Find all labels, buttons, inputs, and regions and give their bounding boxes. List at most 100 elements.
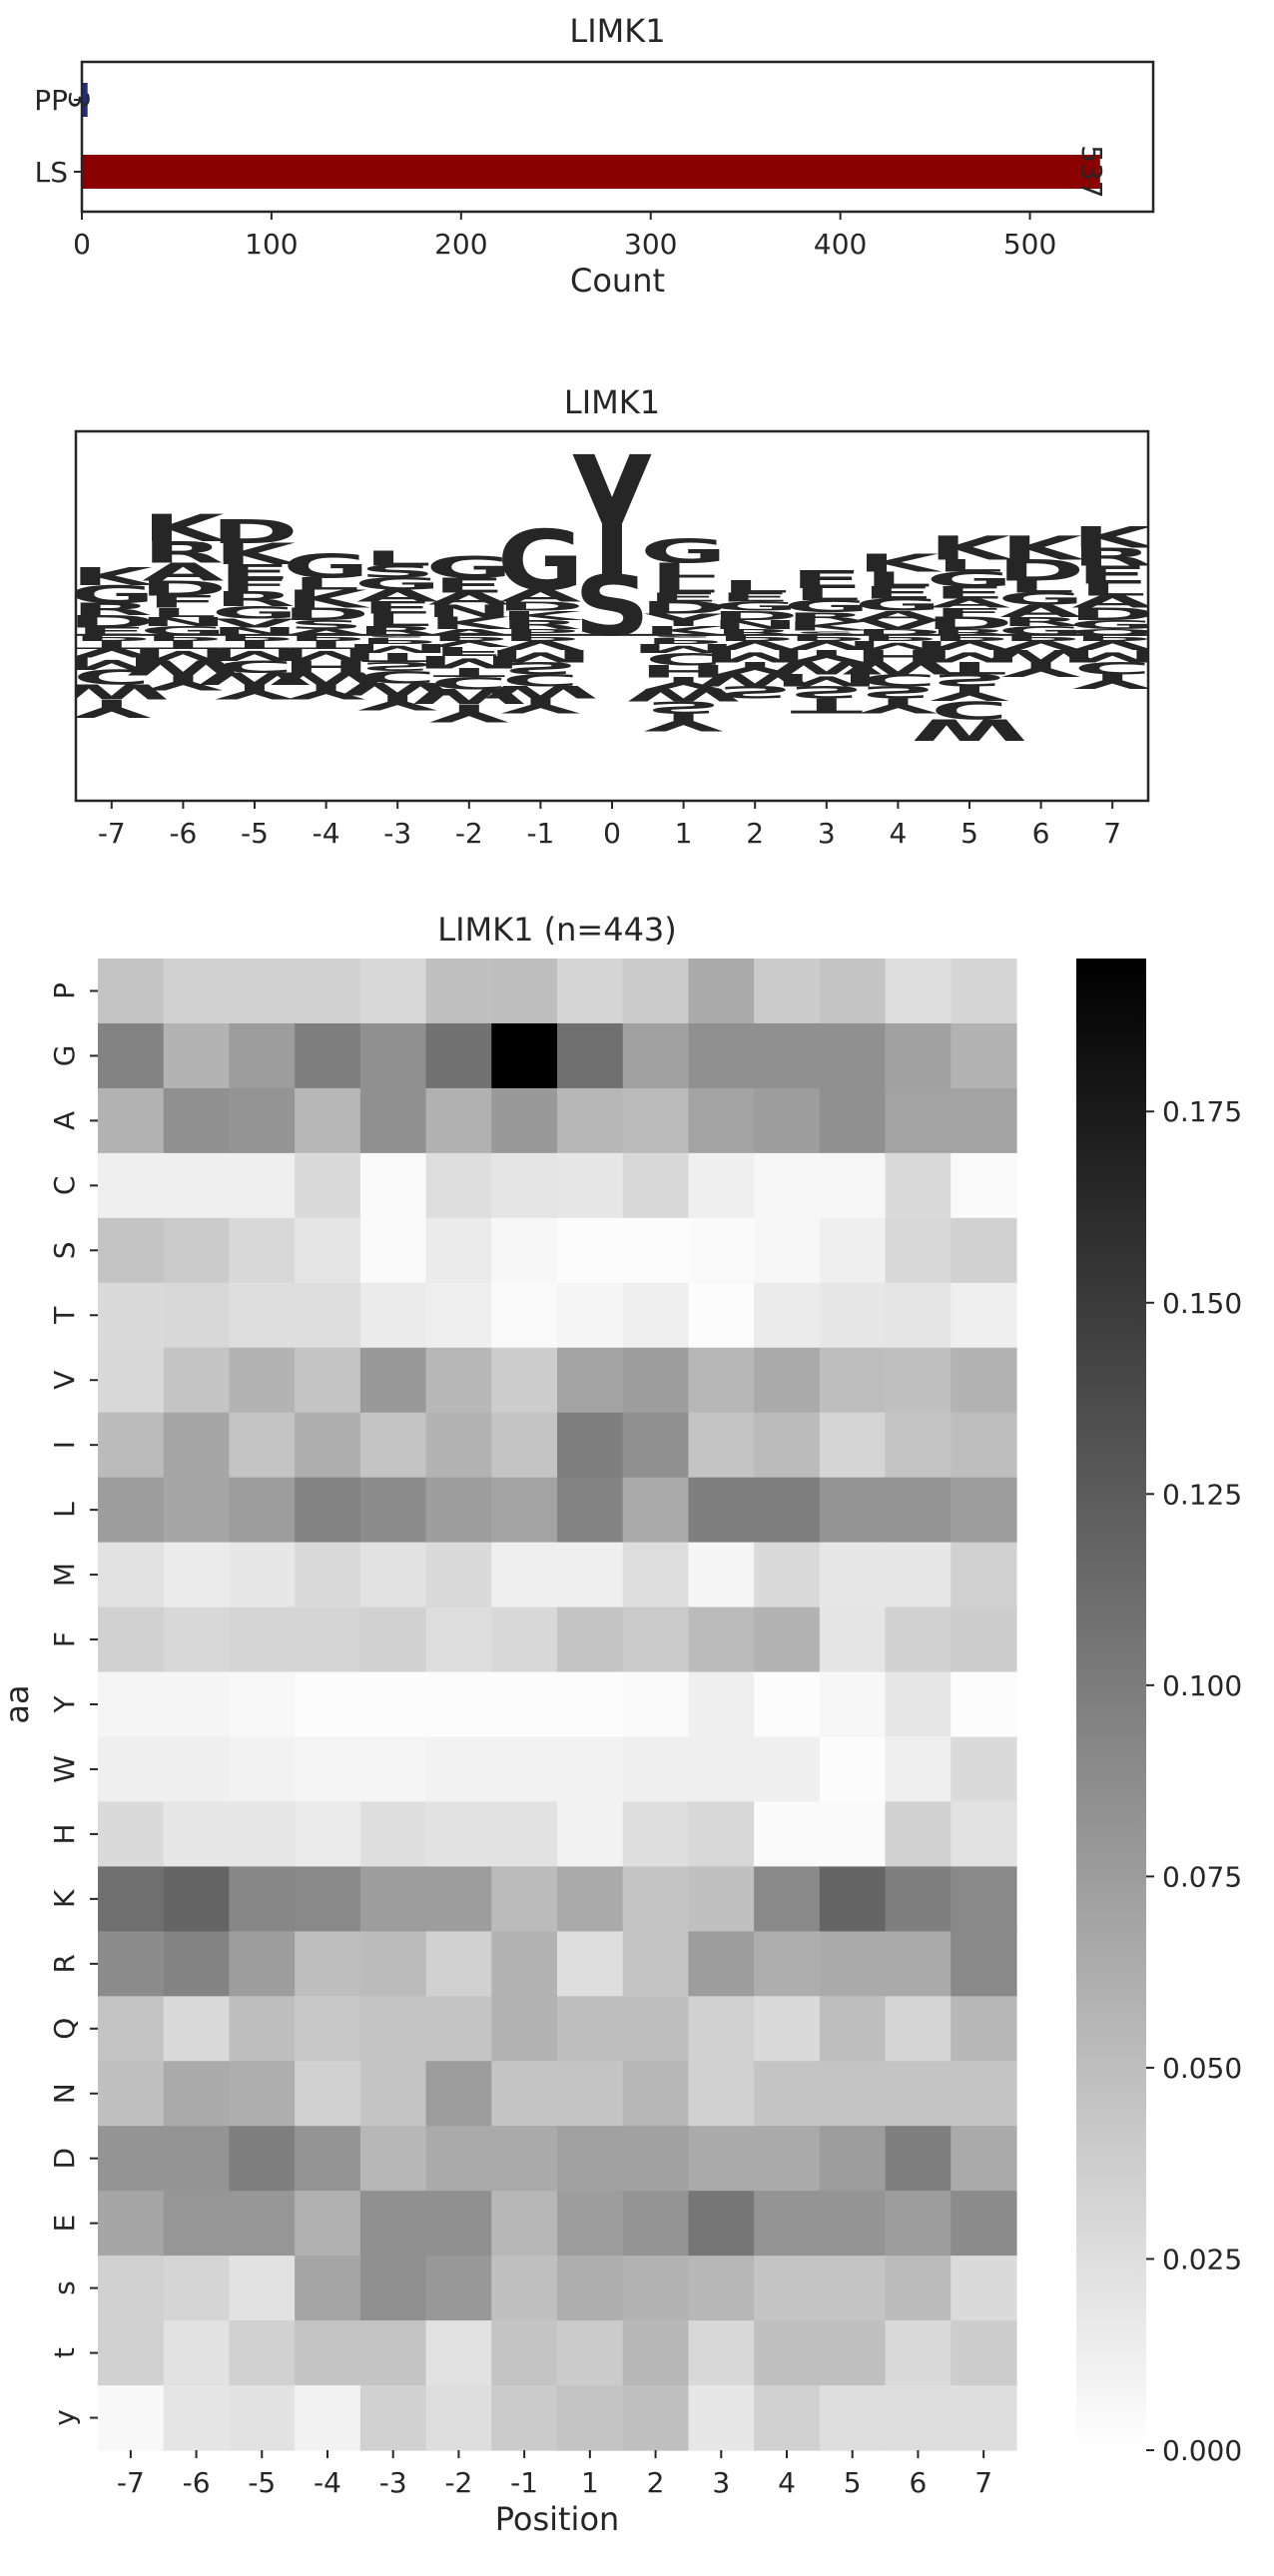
logo-letter: Y [644, 707, 724, 736]
heatmap-cell [98, 1607, 165, 1673]
heatmap-cell [491, 2320, 558, 2386]
heatmap-x-tick-label: -2 [444, 2466, 472, 2499]
heatmap-cell [819, 2126, 887, 2192]
heatmap-cell [951, 2255, 1017, 2321]
logo-x-tick-label: -6 [169, 817, 197, 850]
heatmap-cell [425, 1022, 492, 1089]
heatmap-cell [819, 2061, 887, 2127]
logo-letter: L [650, 574, 718, 598]
logo-letter: M [416, 652, 522, 671]
heatmap-cell [425, 2320, 492, 2386]
logo-letter: D [68, 612, 156, 631]
logo-letter: P [501, 633, 579, 643]
heatmap-cell [951, 1022, 1017, 1089]
heatmap-cell [229, 2191, 296, 2256]
heatmap-cell [163, 1282, 231, 1349]
y-tick-label: LS [35, 156, 68, 189]
logo-letter: D [854, 627, 942, 637]
heatmap-cell [754, 1931, 821, 1997]
logo-letter: N [711, 617, 800, 631]
heatmap-cell [425, 1217, 492, 1284]
heatmap-cell [557, 1866, 624, 1932]
heatmap-cell [425, 1736, 492, 1803]
logo-letter: M [488, 646, 594, 665]
heatmap-cell [163, 2385, 231, 2451]
logo-letter: G [855, 595, 942, 614]
logo-letter: M [131, 645, 237, 664]
logo-letter: K [499, 608, 585, 622]
heatmap-x-tick-label: 2 [647, 2466, 665, 2499]
heatmap-y-tick-label: s [48, 2280, 81, 2295]
heatmap-cell [491, 2385, 558, 2451]
logo-letter: S [789, 682, 866, 701]
heatmap-cell [491, 1217, 558, 1284]
heatmap-cell [622, 1542, 690, 1609]
logo-letter: V [929, 638, 1011, 652]
heatmap-cell [98, 1671, 165, 1738]
heatmap-cell [359, 2255, 427, 2321]
logo-letter: C [216, 657, 294, 676]
heatmap-cell [688, 1087, 755, 1154]
logo-letter: L [865, 568, 933, 592]
heatmap-cell [622, 1671, 690, 1738]
logo-letter: L [363, 610, 431, 629]
heatmap-cell [98, 1866, 165, 1932]
heatmap-cell [754, 959, 821, 1024]
heatmap-cell [819, 1801, 887, 1867]
heatmap-cell [98, 1217, 165, 1284]
logo-letter: G [712, 599, 799, 613]
heatmap-cell [491, 1607, 558, 1673]
heatmap-cell [491, 2191, 558, 2256]
heatmap-cell [98, 2320, 165, 2386]
heatmap-x-tick-label: 7 [974, 2466, 992, 2499]
heatmap-cell [622, 1347, 690, 1414]
logo-letter: G [640, 532, 727, 571]
logo-letter: V [71, 646, 154, 660]
heatmap-cell [295, 2061, 361, 2127]
heatmap-cell [425, 2191, 492, 2256]
heatmap-cell [491, 1087, 558, 1154]
logo-letter: V [714, 638, 797, 652]
heatmap-cell [754, 1671, 821, 1738]
heatmap-cell [819, 1347, 887, 1414]
heatmap-cell [557, 1671, 624, 1738]
heatmap-cell [557, 2061, 624, 2127]
heatmap-cell [688, 1931, 755, 1997]
logo-letter: P [1073, 633, 1151, 643]
logo-letter: K [1071, 521, 1157, 554]
logo-letter: E [219, 560, 292, 584]
heatmap-cell [295, 1087, 361, 1154]
heatmap-cell [491, 2061, 558, 2127]
heatmap-cell [688, 1412, 755, 1479]
heatmap-y-tick-label: G [48, 1045, 81, 1067]
logo-letter: Y [572, 421, 652, 614]
heatmap-cell [229, 1282, 296, 1349]
heatmap-cell [754, 1087, 821, 1154]
heatmap-cell [951, 2191, 1017, 2256]
logo-letter: E [719, 590, 792, 604]
heatmap-cell [885, 1542, 952, 1609]
logo-letter: V [999, 638, 1082, 652]
heatmap-y-tick-label: D [48, 2148, 81, 2170]
logo-letter: D [711, 608, 799, 622]
logo-letter: G [497, 514, 584, 610]
logo-letter: M [1059, 646, 1165, 665]
heatmap-ylabel: aa [0, 1684, 36, 1723]
heatmap-cell [622, 1996, 690, 2062]
heatmap-cell [98, 1477, 165, 1544]
heatmap-cell [819, 1671, 887, 1738]
heatmap-y-tick-label: A [48, 1111, 81, 1130]
heatmap-cell [229, 2255, 296, 2321]
logo-letter: A [857, 608, 940, 622]
logo-letter: Y [144, 671, 225, 695]
heatmap-x-tick-label: -5 [248, 2466, 276, 2499]
heatmap-cell [163, 1412, 231, 1479]
logo-letter: W [410, 684, 527, 708]
logo-letter: P [73, 633, 151, 643]
logo-letter: G [783, 597, 870, 616]
heatmap-cell [491, 1866, 558, 1932]
logo-letter: C [931, 695, 1008, 724]
heatmap-cell [557, 1217, 624, 1284]
logo-letter: L [1078, 580, 1146, 599]
logo-letter: R [142, 536, 224, 569]
